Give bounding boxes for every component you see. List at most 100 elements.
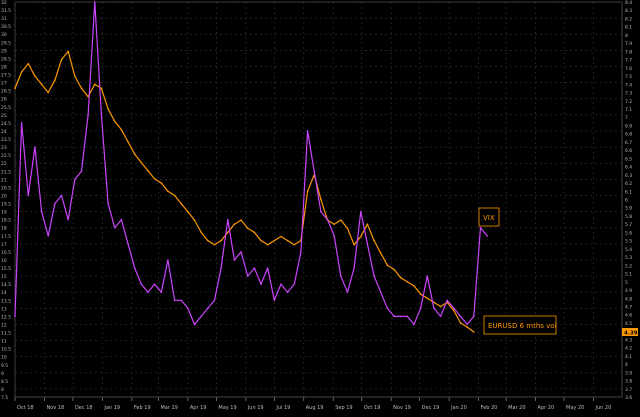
data-point: [233, 259, 236, 261]
data-point: [293, 243, 296, 246]
x-tick-label: Nov 18: [46, 405, 64, 411]
data-point: [80, 170, 83, 173]
data-point: [333, 223, 335, 225]
data-point: [473, 315, 475, 318]
x-tick-label: Dec 18: [75, 405, 93, 411]
left-tick-label: 9.5: [1, 363, 8, 369]
right-tick-label: 4.2: [625, 346, 632, 352]
data-point: [207, 239, 209, 242]
legend-box: [478, 207, 500, 227]
data-point: [280, 283, 282, 285]
right-tick-label: 6.3: [625, 173, 632, 179]
left-tick-label: 13.5: [1, 298, 11, 304]
data-point: [260, 283, 262, 285]
data-point: [266, 243, 269, 246]
left-tick-label: 30: [1, 32, 7, 38]
data-point: [67, 218, 69, 221]
data-point: [426, 297, 429, 300]
data-point: [93, 83, 96, 86]
x-tick-label: Nov 19: [393, 405, 411, 411]
data-point: [386, 307, 389, 310]
data-point: [373, 275, 375, 277]
data-point: [300, 251, 302, 253]
right-axis: 8.4 8.3 8.2 8.1 8 7.9 7.8 7.7 7.6 7.5 7.4 7.3 7.2 7.1…: [625, 0, 632, 401]
data-point: [220, 267, 222, 269]
data-point: [340, 275, 342, 277]
left-tick-label: 26.5: [1, 89, 11, 95]
left-tick-label: 8.5: [1, 379, 8, 385]
data-point: [167, 259, 169, 261]
right-tick-label: 7.7: [625, 58, 632, 64]
right-tick-label: 6.7: [625, 140, 632, 146]
data-point: [280, 235, 282, 238]
right-tick-label: 3.6: [625, 395, 632, 401]
x-tick-label: Mar 20: [508, 405, 525, 411]
data-point: [20, 71, 23, 73]
left-tick-label: 17.5: [1, 234, 11, 240]
data-point: [173, 299, 176, 302]
data-point: [100, 114, 103, 116]
left-tick-label: 26: [1, 97, 7, 103]
series-line-eurusd-6-mths-vol: [14, 50, 475, 333]
left-tick-label: 20: [1, 193, 7, 199]
right-tick-label: 5.8: [625, 214, 632, 220]
x-axis: Oct 18 Nov 18 Dec 18 Jan 19 Feb 19 Mar 19 Apr …: [14, 397, 612, 411]
right-tick-label: 4.7: [625, 304, 632, 310]
data-point: [306, 130, 309, 132]
data-point: [293, 283, 296, 285]
data-point: [286, 291, 289, 294]
data-point: [359, 235, 362, 238]
left-tick-label: 12.5: [1, 314, 11, 320]
left-tick-label: 14.5: [1, 282, 11, 288]
right-tick-label: 6.4: [625, 165, 632, 171]
data-point: [14, 315, 16, 318]
x-tick-label: May 20: [566, 405, 584, 411]
right-tick-label: 6.5: [625, 156, 632, 162]
right-tick-label: 7.2: [625, 99, 632, 105]
right-tick-label: 4.5: [625, 321, 632, 327]
left-tick-label: 22: [1, 161, 7, 167]
data-point: [320, 198, 322, 201]
data-point: [213, 299, 216, 302]
data-point: [353, 243, 355, 246]
left-tick-label: 23: [1, 145, 7, 151]
data-point: [200, 315, 202, 318]
data-point: [426, 275, 429, 277]
right-tick-label: 3.9: [625, 370, 632, 376]
right-tick-label: 7.6: [625, 66, 632, 72]
data-point: [413, 323, 415, 326]
data-point: [340, 219, 342, 221]
right-tick-label: 5.7: [625, 222, 632, 228]
data-point: [226, 231, 229, 234]
series-line-vix: [14, 1, 488, 325]
data-point: [359, 210, 362, 213]
left-tick-label: 16.5: [1, 250, 11, 256]
data-point: [413, 285, 415, 287]
data-point: [433, 301, 435, 304]
data-point: [253, 267, 256, 269]
left-tick-label: 25.5: [1, 105, 11, 111]
data-point: [107, 202, 109, 205]
right-tick-label: 4.1: [625, 354, 632, 360]
data-point: [306, 190, 309, 193]
left-tick-label: 14: [1, 290, 7, 296]
left-tick-label: 29.5: [1, 40, 11, 46]
data-point: [379, 291, 382, 294]
left-tick-label: 18: [1, 226, 7, 232]
left-tick-label: 12: [1, 322, 7, 328]
data-point: [446, 299, 449, 302]
data-point: [60, 194, 63, 197]
data-point: [486, 234, 488, 237]
legend-label: EURUSD 6 mths vol: [488, 322, 557, 330]
data-point: [107, 108, 109, 110]
data-point: [140, 161, 143, 164]
data-point: [153, 178, 156, 180]
data-point: [160, 291, 163, 294]
data-point: [54, 79, 56, 81]
x-tick-label: Jun 20: [595, 405, 612, 411]
last-value-label: 4.39: [624, 330, 638, 336]
data-point: [127, 243, 129, 245]
left-tick-label: 32: [1, 0, 7, 6]
left-tick-label: 21: [1, 177, 7, 183]
